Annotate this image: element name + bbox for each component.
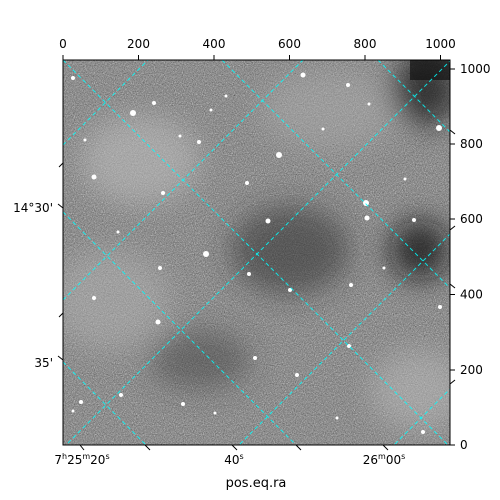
x-axis-label: pos.eq.ra bbox=[226, 476, 287, 491]
right-tick-label: 1000 bbox=[460, 62, 491, 76]
ra-tick-label: 7h25m20s bbox=[54, 452, 109, 467]
ra-tick-label: 26m00s bbox=[363, 452, 406, 467]
dec-tick-label: 35' bbox=[34, 356, 53, 370]
right-axis bbox=[450, 68, 455, 446]
right-tick-label: 400 bbox=[460, 288, 483, 302]
coordinate-grid bbox=[63, 60, 450, 445]
plot-frame bbox=[62, 59, 451, 446]
right-tick-label: 800 bbox=[460, 137, 483, 151]
top-axis bbox=[62, 55, 441, 60]
top-tick-label: 200 bbox=[127, 37, 150, 51]
top-tick-label: 0 bbox=[59, 37, 67, 51]
ra-axis bbox=[57, 129, 456, 451]
right-tick-label: 0 bbox=[460, 438, 468, 452]
right-tick-label: 200 bbox=[460, 363, 483, 377]
top-tick-label: 600 bbox=[278, 37, 301, 51]
top-tick-label: 400 bbox=[203, 37, 226, 51]
dec-tick-label: 14°30' bbox=[13, 201, 53, 215]
top-tick-label: 1000 bbox=[425, 37, 456, 51]
top-tick-label: 800 bbox=[354, 37, 377, 51]
sky-image bbox=[63, 60, 450, 445]
right-tick-label: 600 bbox=[460, 212, 483, 226]
stars bbox=[71, 72, 442, 434]
ra-tick-label: 40s bbox=[224, 452, 243, 467]
